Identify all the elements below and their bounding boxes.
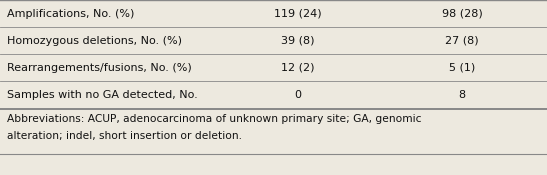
Text: 119 (24): 119 (24) bbox=[274, 9, 322, 19]
Text: Amplifications, No. (%): Amplifications, No. (%) bbox=[7, 9, 134, 19]
Text: 27 (8): 27 (8) bbox=[445, 36, 479, 46]
Text: 39 (8): 39 (8) bbox=[281, 36, 315, 46]
Text: Rearrangements/fusions, No. (%): Rearrangements/fusions, No. (%) bbox=[7, 63, 191, 73]
Text: Samples with no GA detected, No.: Samples with no GA detected, No. bbox=[7, 90, 197, 100]
Text: 12 (2): 12 (2) bbox=[281, 63, 315, 73]
Bar bbox=[0, 0, 547, 27]
Text: Homozygous deletions, No. (%): Homozygous deletions, No. (%) bbox=[7, 36, 182, 46]
Bar bbox=[0, 81, 547, 108]
Text: 98 (28): 98 (28) bbox=[442, 9, 482, 19]
Bar bbox=[0, 27, 547, 54]
Text: 5 (1): 5 (1) bbox=[449, 63, 475, 73]
Text: alteration; indel, short insertion or deletion.: alteration; indel, short insertion or de… bbox=[7, 131, 242, 141]
Text: 8: 8 bbox=[458, 90, 466, 100]
Bar bbox=[0, 54, 547, 81]
Text: 0: 0 bbox=[295, 90, 301, 100]
Text: Abbreviations: ACUP, adenocarcinoma of unknown primary site; GA, genomic: Abbreviations: ACUP, adenocarcinoma of u… bbox=[7, 114, 421, 124]
